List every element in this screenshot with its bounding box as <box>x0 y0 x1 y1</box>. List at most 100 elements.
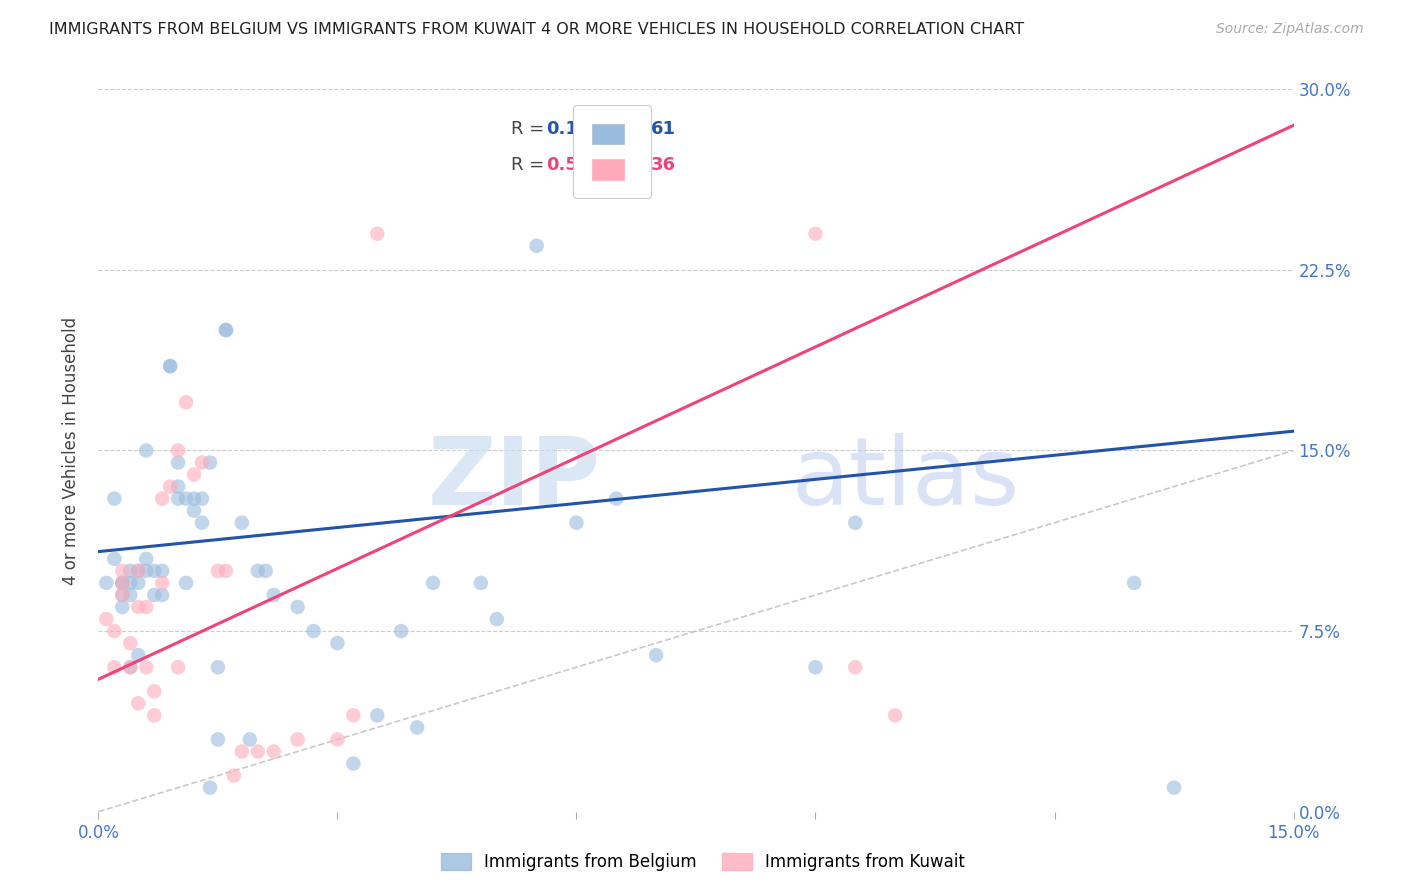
Point <box>103 624 125 639</box>
Point <box>143 564 166 578</box>
Point <box>174 395 197 409</box>
Point <box>231 516 253 530</box>
Text: IMMIGRANTS FROM BELGIUM VS IMMIGRANTS FROM KUWAIT 4 OR MORE VEHICLES IN HOUSEHOL: IMMIGRANTS FROM BELGIUM VS IMMIGRANTS FR… <box>49 22 1025 37</box>
Point <box>120 576 142 591</box>
Point <box>111 576 134 591</box>
Text: N =: N = <box>619 120 658 138</box>
Point <box>174 491 197 506</box>
Point <box>135 660 157 674</box>
Point <box>120 660 142 674</box>
Point <box>96 612 118 626</box>
Point <box>127 564 149 578</box>
Point <box>804 660 827 674</box>
Point <box>111 564 134 578</box>
Point <box>645 648 668 662</box>
Point <box>183 467 205 482</box>
Point <box>150 588 173 602</box>
Point <box>239 732 262 747</box>
Point <box>120 588 142 602</box>
Point <box>263 744 285 758</box>
Text: 0.583: 0.583 <box>547 156 603 174</box>
Point <box>159 480 181 494</box>
Point <box>326 732 349 747</box>
Point <box>127 599 149 614</box>
Point <box>470 576 492 591</box>
Point <box>1123 576 1146 591</box>
Point <box>167 480 190 494</box>
Text: 36: 36 <box>651 156 675 174</box>
Point <box>111 576 134 591</box>
Point <box>174 576 197 591</box>
Point <box>167 660 190 674</box>
Point <box>127 648 149 662</box>
Point <box>150 564 173 578</box>
Point <box>135 443 157 458</box>
Point <box>287 732 309 747</box>
Point <box>422 576 444 591</box>
Point <box>215 323 238 337</box>
Point <box>207 564 229 578</box>
Y-axis label: 4 or more Vehicles in Household: 4 or more Vehicles in Household <box>62 317 80 584</box>
Point <box>342 756 364 771</box>
Point <box>198 455 221 469</box>
Point <box>1163 780 1185 795</box>
Point <box>159 359 181 373</box>
Legend: , : , <box>574 105 651 198</box>
Point <box>485 612 508 626</box>
Text: 61: 61 <box>651 120 675 138</box>
Point <box>143 684 166 698</box>
Point <box>191 516 214 530</box>
Point <box>215 564 238 578</box>
Point <box>120 564 142 578</box>
Point <box>565 516 588 530</box>
Point <box>254 564 277 578</box>
Point <box>406 721 429 735</box>
Point <box>804 227 827 241</box>
Point <box>605 491 627 506</box>
Point <box>135 551 157 566</box>
Point <box>111 599 134 614</box>
Text: Source: ZipAtlas.com: Source: ZipAtlas.com <box>1216 22 1364 37</box>
Text: 0.192: 0.192 <box>547 120 603 138</box>
Legend: Immigrants from Belgium, Immigrants from Kuwait: Immigrants from Belgium, Immigrants from… <box>433 845 973 880</box>
Point <box>103 660 125 674</box>
Text: N =: N = <box>619 156 658 174</box>
Point <box>167 491 190 506</box>
Point <box>366 708 388 723</box>
Point <box>231 744 253 758</box>
Point <box>143 708 166 723</box>
Point <box>263 588 285 602</box>
Point <box>844 516 866 530</box>
Point <box>844 660 866 674</box>
Point <box>135 564 157 578</box>
Text: ZIP: ZIP <box>427 434 600 525</box>
Text: R =: R = <box>510 156 550 174</box>
Point <box>246 744 269 758</box>
Point <box>183 503 205 517</box>
Point <box>103 551 125 566</box>
Point <box>222 769 245 783</box>
Point <box>120 660 142 674</box>
Text: atlas: atlas <box>792 434 1019 525</box>
Point <box>366 227 388 241</box>
Point <box>342 708 364 723</box>
Point <box>287 599 309 614</box>
Point <box>103 491 125 506</box>
Point <box>96 576 118 591</box>
Point <box>191 455 214 469</box>
Point <box>111 588 134 602</box>
Point <box>111 588 134 602</box>
Point <box>246 564 269 578</box>
Point <box>526 238 548 253</box>
Point <box>183 491 205 506</box>
Point <box>135 599 157 614</box>
Point <box>389 624 412 639</box>
Point <box>159 359 181 373</box>
Point <box>215 323 238 337</box>
Text: R =: R = <box>510 120 550 138</box>
Point <box>302 624 325 639</box>
Point <box>111 576 134 591</box>
Point <box>127 564 149 578</box>
Point <box>143 588 166 602</box>
Point <box>127 576 149 591</box>
